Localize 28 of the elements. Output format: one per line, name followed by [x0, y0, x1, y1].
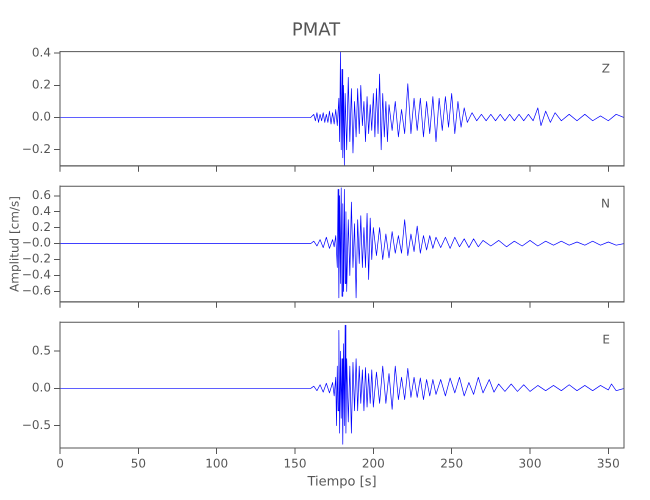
x-tick-label: 300: [518, 456, 542, 470]
x-tick-label: 250: [440, 456, 464, 470]
x-tick-label: 100: [205, 456, 228, 470]
x-tick-label: 200: [362, 456, 385, 470]
annotation: Z: [602, 62, 610, 76]
x-tick-label: 150: [284, 456, 306, 470]
x-tick-label: 50: [130, 456, 146, 470]
chart-title: PMAT: [292, 19, 342, 40]
y-tick-label: −0.2: [22, 142, 51, 156]
y-tick-label: −0.6: [22, 284, 51, 298]
y-tick-label: 0.4: [32, 204, 51, 218]
y-tick-label: 0.6: [32, 188, 51, 202]
y-tick-label: 0.0: [32, 380, 51, 395]
y-tick-label: 0.0: [32, 110, 51, 124]
annotation: N: [601, 196, 610, 210]
y-axis-title: Amplitud [cm/s]: [7, 196, 22, 292]
y-tick-label: −0.5: [22, 418, 51, 432]
y-tick-label: 0.2: [32, 78, 51, 92]
x-tick-label: 0: [56, 456, 64, 470]
y-tick-label: −0.0: [22, 236, 51, 250]
y-tick-label: 0.5: [32, 343, 51, 358]
y-tick-label: 0.4: [32, 45, 51, 60]
y-tick-label: 0.2: [32, 220, 51, 234]
x-tick-label: 350: [596, 456, 620, 470]
y-tick-label: −0.4: [22, 268, 51, 282]
x-axis-title: Tiempo [s]: [306, 474, 377, 490]
annotation: E: [602, 332, 610, 346]
y-tick-label: −0.2: [22, 252, 51, 266]
